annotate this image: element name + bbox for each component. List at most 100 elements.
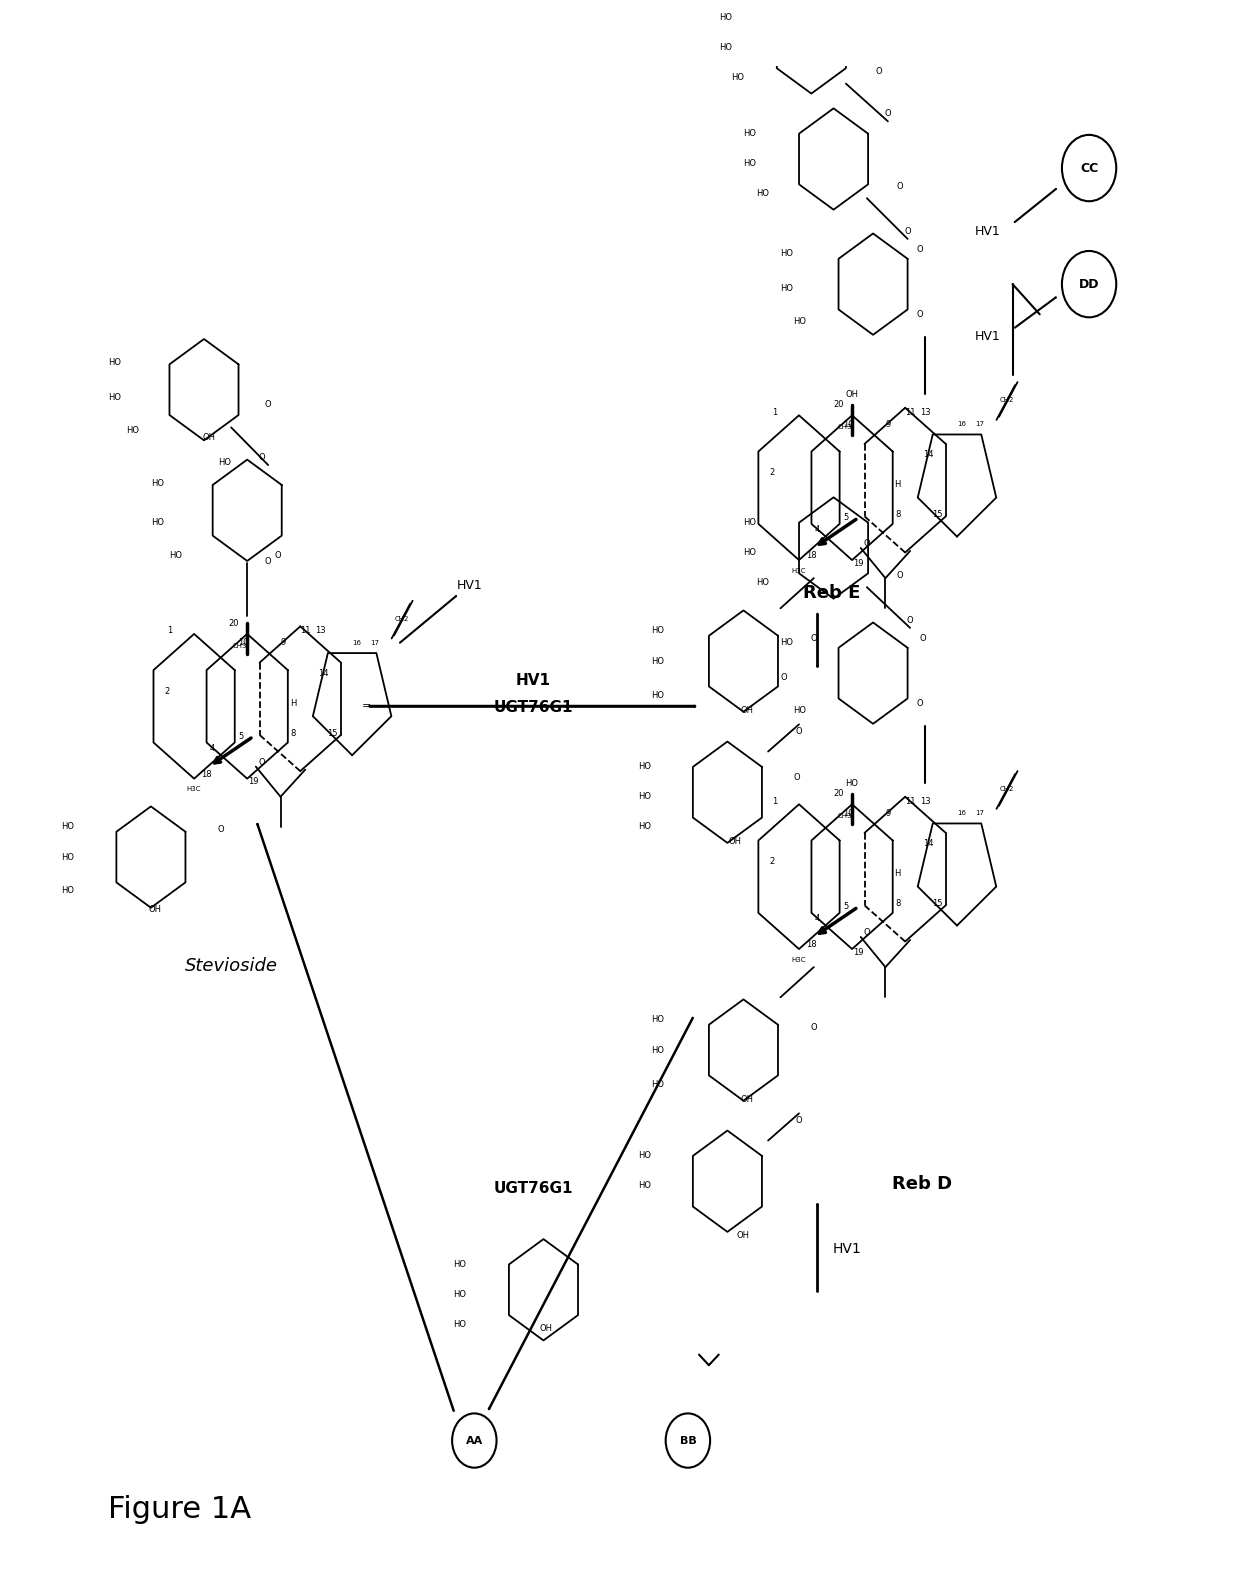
Text: HO: HO	[846, 779, 858, 788]
Text: 17: 17	[975, 810, 983, 816]
Text: 10: 10	[843, 419, 853, 429]
Text: 15: 15	[327, 730, 337, 738]
Text: OH: OH	[740, 706, 754, 716]
Text: UGT76G1: UGT76G1	[494, 1182, 573, 1196]
Text: 4: 4	[815, 525, 820, 534]
Text: H3C: H3C	[792, 957, 806, 963]
Text: O: O	[916, 244, 924, 254]
Text: 13: 13	[920, 408, 930, 416]
Text: O: O	[863, 539, 870, 548]
Text: 16: 16	[957, 421, 966, 427]
Text: HO: HO	[792, 706, 806, 716]
Text: 14: 14	[319, 668, 329, 678]
Text: O: O	[904, 227, 911, 236]
Text: O: O	[897, 571, 904, 580]
Text: O: O	[906, 616, 914, 624]
Text: HO: HO	[639, 763, 651, 771]
Text: HV1: HV1	[456, 580, 482, 593]
Text: 9: 9	[280, 638, 285, 648]
Text: 11: 11	[300, 626, 310, 635]
Text: CH3: CH3	[837, 813, 852, 820]
Text: O: O	[919, 634, 926, 643]
Text: HO: HO	[151, 479, 164, 487]
Text: HO: HO	[780, 638, 794, 648]
Text: O: O	[897, 181, 904, 191]
Text: 1: 1	[771, 797, 777, 805]
Text: 2: 2	[769, 468, 775, 478]
Text: OH: OH	[740, 1095, 754, 1105]
Text: 16: 16	[352, 640, 362, 646]
Text: HO: HO	[719, 13, 732, 22]
Text: HO: HO	[651, 692, 663, 700]
Text: H: H	[290, 698, 296, 708]
Text: HO: HO	[651, 1015, 663, 1024]
Text: O: O	[875, 68, 883, 76]
Text: H3C: H3C	[792, 567, 806, 574]
Text: =: =	[362, 701, 372, 711]
Text: HV1: HV1	[516, 673, 551, 689]
Text: DD: DD	[1079, 277, 1100, 290]
Text: 8: 8	[290, 730, 295, 738]
Text: 18: 18	[201, 769, 212, 779]
Text: UGT76G1: UGT76G1	[494, 700, 573, 716]
Text: 15: 15	[932, 900, 942, 908]
Text: 2: 2	[769, 857, 775, 867]
Text: HO: HO	[639, 1150, 651, 1160]
Text: H: H	[894, 481, 901, 489]
Text: HO: HO	[454, 1259, 466, 1269]
Text: 10: 10	[843, 808, 853, 818]
Text: 11: 11	[905, 797, 915, 805]
Text: O: O	[259, 452, 265, 462]
Text: HO: HO	[651, 1045, 663, 1054]
Text: HO: HO	[744, 159, 756, 169]
Text: O: O	[218, 826, 224, 834]
Text: HO: HO	[170, 552, 182, 559]
Text: O: O	[265, 400, 272, 410]
Text: O: O	[265, 556, 272, 566]
Text: HO: HO	[639, 1182, 651, 1190]
Text: OH: OH	[728, 837, 742, 846]
Text: 8: 8	[895, 900, 900, 908]
Text: 5: 5	[843, 514, 848, 522]
Text: 20: 20	[833, 790, 843, 797]
Text: OH: OH	[202, 433, 216, 443]
Text: HO: HO	[780, 249, 794, 258]
Text: HO: HO	[792, 317, 806, 326]
Text: 15: 15	[932, 511, 942, 520]
Text: HO: HO	[61, 853, 74, 862]
Text: HO: HO	[218, 457, 232, 466]
Text: O: O	[780, 673, 787, 682]
Text: 4: 4	[210, 744, 216, 753]
Text: 13: 13	[920, 797, 930, 805]
Text: 9: 9	[885, 419, 890, 429]
Text: 14: 14	[924, 838, 934, 848]
Text: 18: 18	[806, 939, 817, 949]
Text: BB: BB	[680, 1436, 697, 1445]
Text: HO: HO	[639, 793, 651, 801]
Text: HV1: HV1	[832, 1242, 861, 1256]
Text: CH2: CH2	[999, 397, 1013, 403]
Text: HO: HO	[61, 823, 74, 832]
Text: 20: 20	[833, 400, 843, 410]
Text: Reb E: Reb E	[802, 585, 861, 602]
Text: HO: HO	[744, 548, 756, 556]
Text: H3C: H3C	[187, 786, 201, 793]
Text: 4: 4	[815, 914, 820, 924]
Text: HO: HO	[780, 284, 794, 293]
Text: HV1: HV1	[975, 331, 1001, 344]
Text: HO: HO	[126, 426, 139, 435]
Text: 17: 17	[975, 421, 983, 427]
Text: O: O	[811, 1023, 817, 1032]
Text: 20: 20	[228, 619, 239, 627]
Text: HO: HO	[108, 392, 120, 402]
Text: Figure 1A: Figure 1A	[108, 1496, 250, 1524]
Text: O: O	[916, 310, 924, 318]
Text: CH2: CH2	[394, 616, 409, 623]
Text: OH: OH	[539, 1324, 553, 1333]
Text: HO: HO	[454, 1289, 466, 1299]
Text: HO: HO	[756, 578, 769, 588]
Text: HO: HO	[744, 519, 756, 526]
Text: HO: HO	[639, 823, 651, 832]
Text: 1: 1	[167, 626, 172, 635]
Text: HO: HO	[719, 43, 732, 52]
